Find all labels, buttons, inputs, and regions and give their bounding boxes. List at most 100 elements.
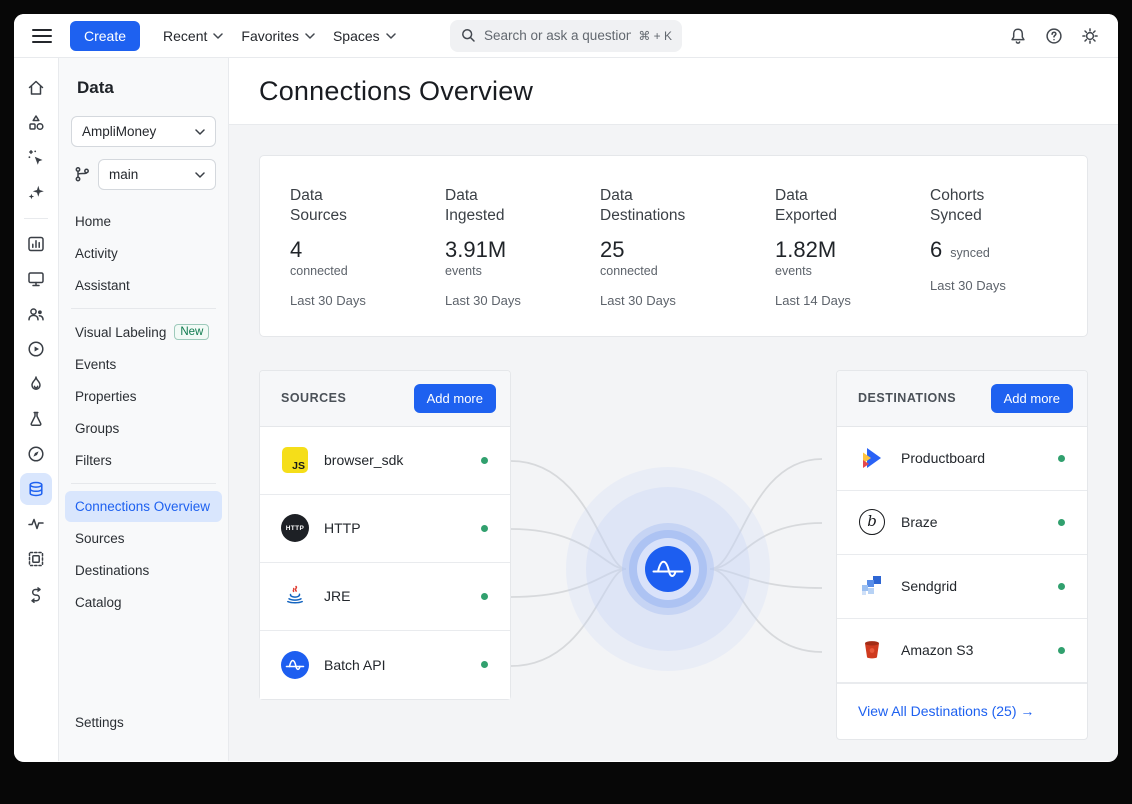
sidebar-item-activity[interactable]: Activity xyxy=(65,238,222,269)
global-search[interactable]: ⌘ + K xyxy=(450,19,682,52)
add-destination-button[interactable]: Add more xyxy=(990,383,1073,413)
stat-period: Last 30 Days xyxy=(600,292,676,308)
destinations-panel-title: DESTINATIONS xyxy=(858,391,957,406)
stat-value: 3.91M xyxy=(445,236,507,262)
sources-panel: SOURCES Add more JS browser_sdk HTTP HTT… xyxy=(259,369,511,700)
sidebar-item-sources[interactable]: Sources xyxy=(65,523,222,554)
destination-row-sendgrid[interactable]: Sendgrid xyxy=(837,554,1087,619)
source-row-http[interactable]: HTTP HTTP xyxy=(260,494,510,563)
stat-label: Cohorts Synced xyxy=(930,187,985,225)
sidebar-item-label: Filters xyxy=(75,453,112,468)
flask-icon[interactable] xyxy=(20,403,52,435)
database-icon[interactable] xyxy=(20,473,52,505)
stat-data-exported: Data Exported 1.82M events Last 14 Days xyxy=(775,186,930,308)
braze-icon: b xyxy=(858,508,886,536)
source-name: Batch API xyxy=(324,656,386,673)
status-dot xyxy=(481,661,488,669)
sidebar-item-label: Visual Labeling xyxy=(75,324,167,340)
destination-row-braze[interactable]: b Braze xyxy=(837,490,1087,555)
sparkles-icon[interactable] xyxy=(20,177,52,209)
frame-icon[interactable] xyxy=(20,543,52,575)
stat-unit: synced xyxy=(950,245,990,260)
new-badge: New xyxy=(174,324,210,340)
page-header: Connections Overview xyxy=(229,58,1118,125)
home-icon[interactable] xyxy=(20,72,52,104)
status-dot xyxy=(1058,582,1065,590)
source-name: HTTP xyxy=(324,520,361,537)
branch-selector[interactable]: main xyxy=(98,159,216,190)
sidebar-item-label: Events xyxy=(75,357,117,372)
swap-icon[interactable] xyxy=(20,578,52,610)
sidebar-item-properties[interactable]: Properties xyxy=(65,381,222,412)
project-selector[interactable]: AmpliMoney xyxy=(71,116,216,147)
sidebar-item-assistant[interactable]: Assistant xyxy=(65,270,222,301)
sidebar-item-label: Home xyxy=(75,214,112,229)
users-icon[interactable] xyxy=(20,298,52,330)
search-input[interactable] xyxy=(484,28,632,43)
amplitude-hub-icon xyxy=(645,545,691,592)
stat-value: 4 xyxy=(290,236,303,262)
sidebar-item-visual-labeling[interactable]: Visual Labeling New xyxy=(65,316,222,348)
destination-row-amazon-s3[interactable]: Amazon S3 xyxy=(837,618,1087,683)
view-all-destinations-link[interactable]: View All Destinations (25) → xyxy=(858,703,1035,720)
objects-icon[interactable] xyxy=(20,107,52,139)
sidebar-item-label: Catalog xyxy=(75,595,122,610)
sidebar-item-home[interactable]: Home xyxy=(65,206,222,237)
stat-label: Data Sources xyxy=(290,187,347,225)
help-icon[interactable] xyxy=(1044,26,1064,46)
sidebar-item-label: Activity xyxy=(75,246,118,261)
create-button[interactable]: Create xyxy=(70,20,141,51)
sidebar-item-groups[interactable]: Groups xyxy=(65,413,222,444)
destination-name: Amazon S3 xyxy=(901,642,974,659)
stat-unit: connected xyxy=(290,263,348,278)
flame-icon[interactable] xyxy=(20,368,52,400)
sidebar-item-label: Destinations xyxy=(75,563,150,578)
sidebar-item-destinations[interactable]: Destinations xyxy=(65,555,222,586)
sidebar-item-label: Assistant xyxy=(75,278,130,293)
status-dot xyxy=(1058,454,1065,462)
sidebar-item-label: Settings xyxy=(75,715,124,730)
data-sidebar: Data AmpliMoney main Home Activity Assis… xyxy=(59,58,229,761)
sidebar-item-settings[interactable]: Settings xyxy=(65,707,222,738)
source-row-batch-api[interactable]: Batch API xyxy=(260,630,510,699)
sidebar-item-label: Properties xyxy=(75,389,137,404)
add-source-button[interactable]: Add more xyxy=(413,383,496,413)
gear-icon[interactable] xyxy=(1080,26,1100,46)
spaces-menu-label: Spaces xyxy=(332,27,380,44)
chevron-down-icon xyxy=(385,32,396,39)
stat-value: 25 xyxy=(600,236,625,262)
topbar: Create Recent Favorites Spaces ⌘ + K xyxy=(14,14,1118,58)
sidebar-item-filters[interactable]: Filters xyxy=(65,445,222,476)
status-dot xyxy=(481,456,488,464)
chevron-down-icon xyxy=(213,32,224,39)
hamburger-menu-icon[interactable] xyxy=(32,28,52,43)
spaces-menu[interactable]: Spaces xyxy=(324,22,405,50)
source-name: JRE xyxy=(324,588,351,605)
destination-row-productboard[interactable]: Productboard xyxy=(837,426,1087,491)
sidebar-item-connections-overview[interactable]: Connections Overview xyxy=(65,491,222,522)
connections-diagram: SOURCES Add more JS browser_sdk HTTP HTT… xyxy=(259,369,1088,745)
compass-icon[interactable] xyxy=(20,438,52,470)
stat-period: Last 14 Days xyxy=(775,292,851,308)
status-dot xyxy=(481,592,488,600)
monitor-icon[interactable] xyxy=(20,263,52,295)
stat-label: Data Exported xyxy=(775,187,838,225)
favorites-menu[interactable]: Favorites xyxy=(232,22,324,50)
sidebar-divider xyxy=(71,483,216,484)
branch-icon xyxy=(75,167,89,182)
sidebar-item-catalog[interactable]: Catalog xyxy=(65,587,222,618)
pulse-icon[interactable] xyxy=(20,508,52,540)
destinations-panel-header: DESTINATIONS Add more xyxy=(837,370,1087,427)
destination-name: Sendgrid xyxy=(901,578,958,595)
status-dot xyxy=(481,524,488,532)
destination-name: Productboard xyxy=(901,450,986,467)
bar-chart-icon[interactable] xyxy=(20,228,52,260)
recent-menu[interactable]: Recent xyxy=(154,22,232,50)
bell-icon[interactable] xyxy=(1008,26,1028,46)
sidebar-item-events[interactable]: Events xyxy=(65,349,222,380)
amplitude-icon xyxy=(281,650,309,679)
source-row-browser-sdk[interactable]: JS browser_sdk xyxy=(260,426,510,495)
cursor-click-icon[interactable] xyxy=(20,142,52,174)
source-row-jre[interactable]: JRE xyxy=(260,562,510,631)
play-circle-icon[interactable] xyxy=(20,333,52,365)
